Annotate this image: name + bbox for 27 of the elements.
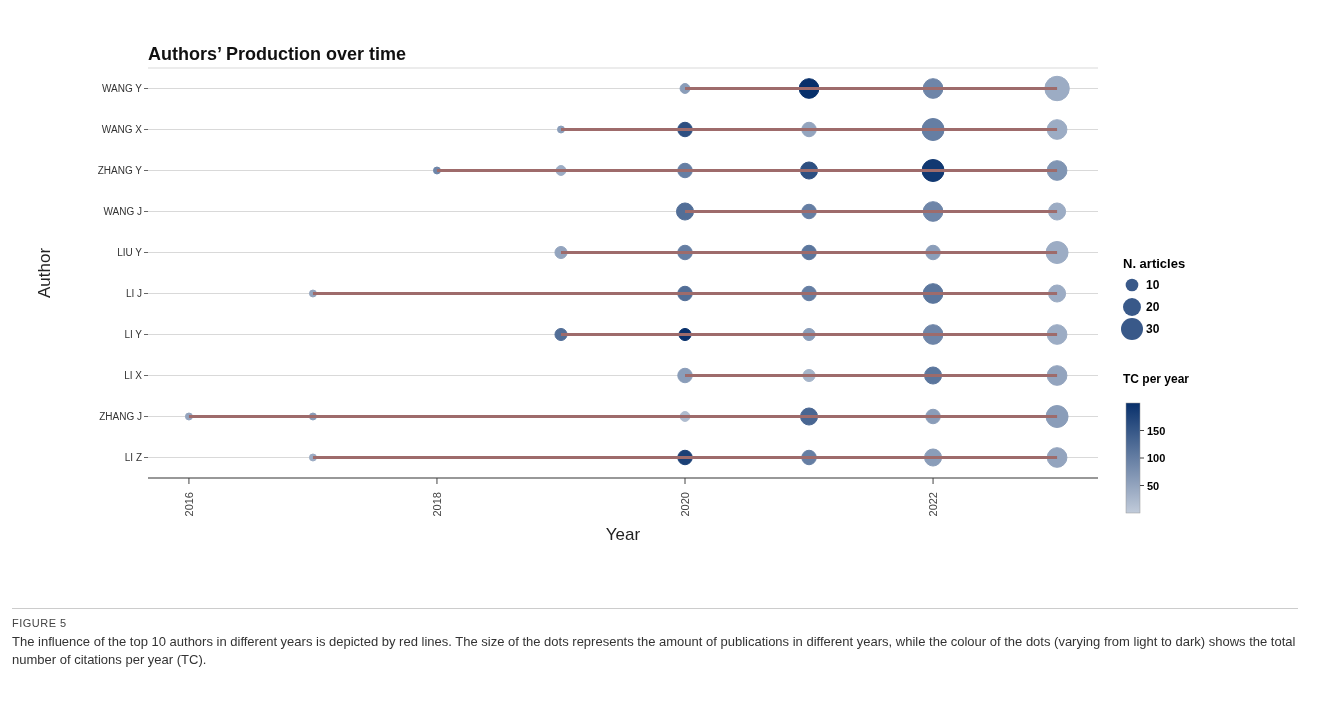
y-tick-label: LI Z xyxy=(124,452,142,464)
y-tick-label: WANG Y xyxy=(101,83,143,95)
y-tick-label: LI Y xyxy=(124,329,143,341)
chart-title: Authors’ Production over time xyxy=(148,44,407,65)
legend-label: 30 xyxy=(1146,322,1160,336)
y-tick-label: LI X xyxy=(124,370,143,382)
y-tick-label: ZHANG Y xyxy=(97,165,143,177)
y-tick-label: ZHANG J xyxy=(99,411,142,423)
legend-title: N. articles xyxy=(1123,256,1186,271)
color-bar-label: 100 xyxy=(1147,452,1166,464)
x-tick-label: 2022 xyxy=(927,492,940,517)
text: The influence of the top 10 authors in different years is depicted by red lines. The size of the dots represents the amount of publications in different years, while the colour of the dots (varying from light to dark) shows the total number of citations per year (TC). xyxy=(12,633,1297,670)
y-tick-label: LIU Y xyxy=(117,247,143,259)
legend-label: 10 xyxy=(1146,278,1160,292)
x-tick-label: 2016 xyxy=(182,492,195,517)
y-axis-title: Author xyxy=(35,247,55,299)
caption: FIGURE 5 xyxy=(12,617,68,629)
color-bar-label: 150 xyxy=(1147,424,1166,437)
color-bar-title: TC per year xyxy=(1123,372,1190,386)
x-tick-label: 2020 xyxy=(679,492,692,517)
x-tick-label: 2018 xyxy=(430,492,443,517)
color-bar-label: 50 xyxy=(1147,479,1160,492)
y-tick-label: LI J xyxy=(125,288,142,300)
y-tick-label: WANG J xyxy=(103,206,142,218)
legend-label: 20 xyxy=(1146,300,1160,314)
x-axis-title: Year xyxy=(605,525,641,544)
y-tick-label: WANG X xyxy=(101,124,143,136)
